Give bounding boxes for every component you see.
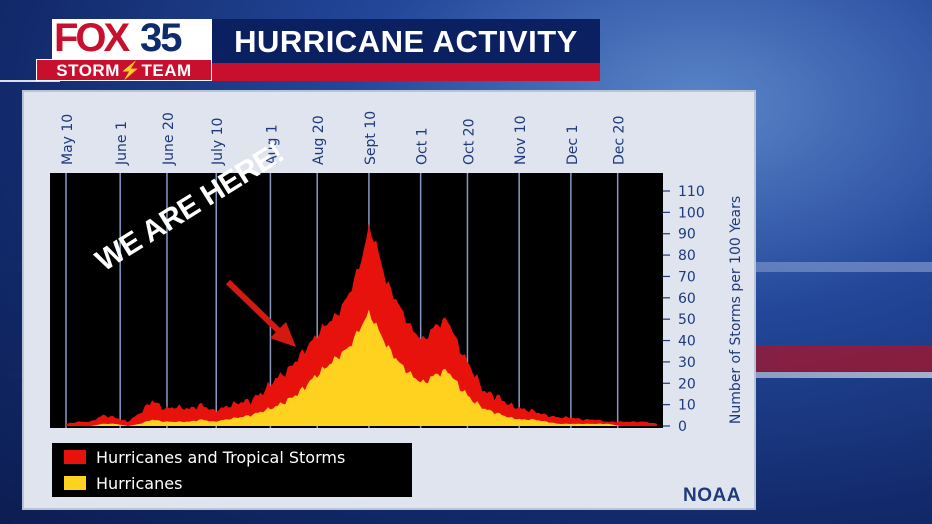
y-tick-label: 20 <box>678 376 696 392</box>
series-area-hurricanes-and-tropical-storms <box>66 223 658 426</box>
logo-team-word: TEAM <box>141 61 192 80</box>
background-streak <box>0 80 60 82</box>
y-tick-label: 90 <box>678 227 696 243</box>
logo-team-word: STORM <box>56 61 120 80</box>
lightning-icon: ⚡ <box>119 61 142 80</box>
source-label: NOAA <box>683 485 741 506</box>
logo-background <box>52 19 212 59</box>
x-tick-label: Oct 1 <box>415 127 431 165</box>
series-area-hurricanes <box>66 309 658 426</box>
y-tick-label: 60 <box>678 291 696 307</box>
title-accent-bar <box>212 63 600 81</box>
x-tick-label: July 10 <box>210 118 226 166</box>
x-tick-label: Aug 20 <box>311 115 327 165</box>
legend-swatch-hurricanes <box>64 476 86 490</box>
x-tick-label: Dec 20 <box>612 116 628 165</box>
y-tick-label: 50 <box>678 312 696 328</box>
page-title: HURRICANE ACTIVITY <box>234 24 578 59</box>
x-tick-label: Dec 1 <box>565 125 581 165</box>
y-tick-label: 70 <box>678 269 696 285</box>
legend-label: Hurricanes and Tropical Storms <box>96 447 346 467</box>
y-tick-label: 0 <box>678 419 687 435</box>
legend-entry: Hurricanes and Tropical Storms <box>64 447 345 467</box>
y-tick-label: 100 <box>678 205 705 221</box>
logo-storm-team: STORM⚡TEAM <box>36 59 212 81</box>
logo-channel: 35 <box>140 16 182 60</box>
x-tick-label: May 10 <box>60 114 76 165</box>
y-tick-label: 30 <box>678 355 696 371</box>
y-tick-label: 110 <box>678 184 705 200</box>
y-tick-label: 80 <box>678 248 696 264</box>
legend-swatch-tropical <box>64 450 86 464</box>
legend-label: Hurricanes <box>96 473 183 493</box>
x-tick-label: Aug 1 <box>264 124 280 165</box>
x-tick-label: June 20 <box>161 112 177 166</box>
y-tick-label: 40 <box>678 334 696 350</box>
x-tick-label: Nov 10 <box>513 115 529 165</box>
y-axis-label: Number of Storms per 100 Years <box>728 196 744 424</box>
logo-brand: FOX <box>54 16 130 60</box>
x-tick-label: Oct 20 <box>461 119 477 165</box>
x-tick-label: Sept 10 <box>363 111 379 165</box>
annotation-arrow <box>225 279 296 347</box>
title-bar <box>212 19 600 63</box>
legend: Hurricanes and Tropical Storms Hurricane… <box>52 443 412 497</box>
x-tick-label: June 1 <box>114 121 130 166</box>
legend-entry: Hurricanes <box>64 473 182 493</box>
y-tick-label: 10 <box>678 398 696 414</box>
